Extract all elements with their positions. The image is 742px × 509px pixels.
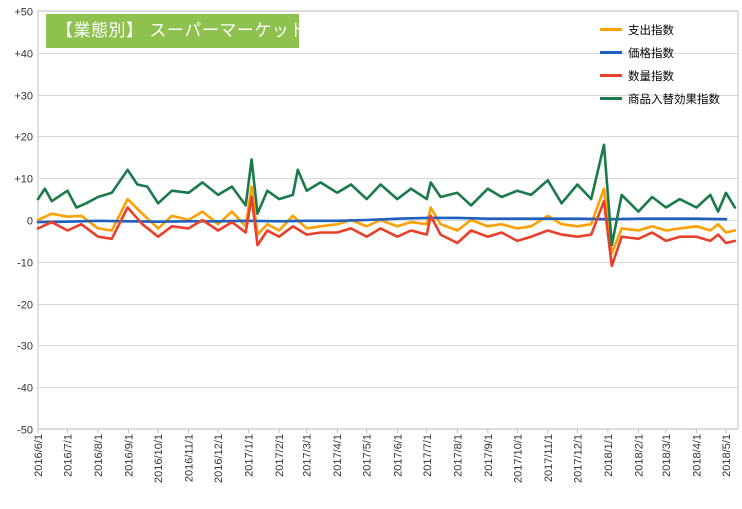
chart-title-badge: 【業態別】 スーパーマーケット bbox=[46, 14, 306, 48]
series-line-0 bbox=[36, 185, 737, 255]
x-tick-label: 2017/7/1 bbox=[422, 434, 434, 477]
legend-label-replacement: 商品入替効果指数 bbox=[628, 91, 720, 106]
legend-item-price: 価格指数 bbox=[600, 41, 720, 64]
y-tick-label: -20 bbox=[17, 300, 33, 312]
x-tick-label: 2017/6/1 bbox=[392, 434, 404, 477]
series-line-3 bbox=[36, 143, 737, 247]
x-tick-label: 2018/2/1 bbox=[633, 434, 645, 477]
legend-label-spending: 支出指数 bbox=[628, 22, 674, 37]
x-axis: 2016/6/1 2016/7/1 2016/8/1 2016/9/1 2016/10/… bbox=[33, 429, 733, 483]
legend-swatch-replacement bbox=[600, 97, 622, 100]
legend-swatch-quantity bbox=[600, 74, 622, 77]
x-tick-label: 2016/12/1 bbox=[213, 434, 225, 483]
y-axis: +50 +40 +30 +20 +10 0 -10 -20 -30 -40 -50 bbox=[14, 7, 33, 437]
x-tick-label: 2018/3/1 bbox=[661, 434, 673, 477]
legend-swatch-spending bbox=[600, 28, 622, 31]
y-tick-label: -50 bbox=[17, 425, 33, 437]
series-line-2 bbox=[36, 195, 737, 268]
x-tick-label: 2016/10/1 bbox=[153, 434, 165, 483]
y-tick-label: -30 bbox=[17, 341, 33, 353]
legend: 支出指数 価格指数 数量指数 商品入替効果指数 bbox=[600, 18, 720, 110]
legend-item-replacement: 商品入替効果指数 bbox=[600, 87, 720, 110]
y-tick-label: +10 bbox=[14, 174, 33, 186]
x-tick-label: 2017/11/1 bbox=[543, 434, 555, 482]
x-tick-label: 2018/4/1 bbox=[691, 434, 703, 477]
y-tick-label: 0 bbox=[27, 216, 33, 228]
x-tick-label: 2017/3/1 bbox=[302, 434, 314, 477]
y-tick-label: +30 bbox=[14, 91, 33, 103]
y-tick-label: +20 bbox=[14, 132, 33, 144]
x-tick-label: 2017/4/1 bbox=[332, 434, 344, 477]
legend-item-spending: 支出指数 bbox=[600, 18, 720, 41]
y-tick-label: -10 bbox=[17, 258, 33, 270]
y-tick-label: +40 bbox=[14, 49, 33, 61]
x-tick-label: 2016/8/1 bbox=[93, 434, 105, 477]
x-tick-label: 2018/5/1 bbox=[721, 434, 733, 477]
grid-lines bbox=[37, 10, 739, 430]
x-tick-label: 2016/11/1 bbox=[184, 434, 196, 482]
legend-label-price: 価格指数 bbox=[628, 45, 674, 60]
series-lines bbox=[36, 143, 737, 268]
legend-swatch-price bbox=[600, 51, 622, 54]
legend-label-quantity: 数量指数 bbox=[628, 68, 674, 83]
series-line-1 bbox=[36, 216, 728, 224]
x-tick-label: 2017/9/1 bbox=[483, 434, 495, 477]
x-tick-label: 2017/1/1 bbox=[244, 434, 256, 477]
x-tick-label: 2016/9/1 bbox=[124, 434, 136, 477]
y-tick-label: +50 bbox=[14, 7, 33, 19]
x-tick-label: 2017/2/1 bbox=[274, 434, 286, 477]
x-tick-label: 2016/7/1 bbox=[63, 434, 75, 477]
x-tick-label: 2017/12/1 bbox=[572, 434, 584, 483]
x-tick-label: 2017/10/1 bbox=[512, 434, 524, 483]
x-tick-label: 2017/5/1 bbox=[362, 434, 374, 477]
x-tick-label: 2016/6/1 bbox=[33, 434, 45, 477]
x-tick-label: 2018/1/1 bbox=[603, 434, 615, 477]
legend-item-quantity: 数量指数 bbox=[600, 64, 720, 87]
y-tick-label: -40 bbox=[17, 383, 33, 395]
x-tick-label: 2017/8/1 bbox=[452, 434, 464, 477]
